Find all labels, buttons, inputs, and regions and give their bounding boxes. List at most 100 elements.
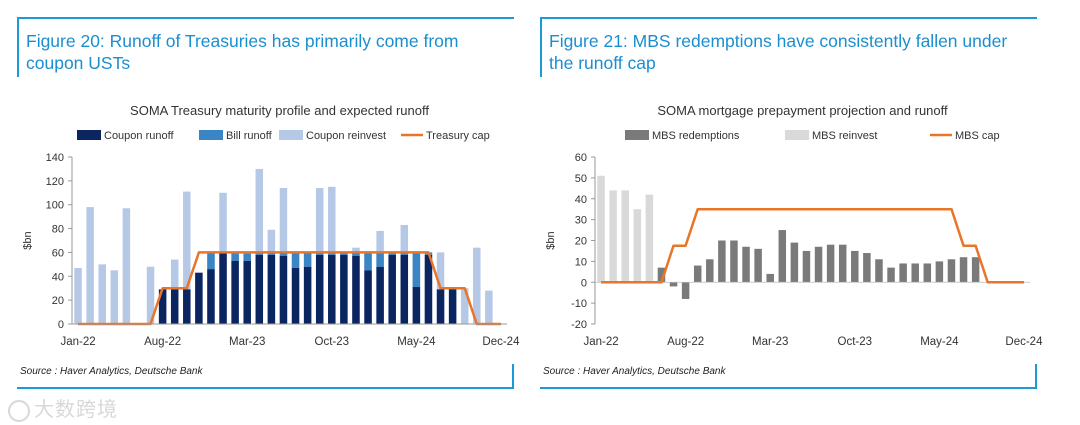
y-tick-label: 50 xyxy=(575,173,587,185)
x-tick-label: May-24 xyxy=(920,336,959,348)
mbs-reinvest-bar xyxy=(597,175,605,283)
x-tick-label: Dec-24 xyxy=(1005,336,1043,348)
figure-title: Figure 21: MBS redemptions have consiste… xyxy=(549,31,1008,73)
source-note: Source : Haver Analytics, Deutsche Bank xyxy=(543,366,726,377)
mbs-redemption-bar xyxy=(778,230,787,283)
y-tick-label: 0 xyxy=(58,319,64,331)
panel-top-rule xyxy=(540,17,1037,19)
chart-title: SOMA mortgage prepayment projection and … xyxy=(657,103,948,118)
mbs-redemption-bar xyxy=(730,240,738,283)
coupon-reinvest-bar xyxy=(146,266,155,324)
mbs-redemption-bar xyxy=(790,242,799,283)
coupon-reinvest-bar xyxy=(122,208,131,324)
mbs-reinvest-bar xyxy=(621,190,629,283)
mbs-redemption-bar xyxy=(935,261,944,283)
bill-runoff-bar xyxy=(412,252,421,288)
mbs-redemption-bar xyxy=(766,273,774,283)
x-tick-label: Jan-22 xyxy=(583,336,618,348)
mbs-redemption-bar xyxy=(838,244,847,283)
coupon-reinvest-bar xyxy=(183,191,191,324)
coupon-runoff-bar xyxy=(436,289,445,324)
coupon-reinvest-bar xyxy=(485,290,493,324)
source-note: Source : Haver Analytics, Deutsche Bank xyxy=(20,366,203,377)
watermark-text: 大数跨境 xyxy=(34,397,118,421)
coupon-runoff-bar xyxy=(279,256,288,324)
coupon-runoff-bar xyxy=(424,254,433,324)
y-tick-label: 10 xyxy=(575,256,587,268)
x-tick-label: Dec-24 xyxy=(482,336,520,348)
coupon-runoff-bar xyxy=(183,289,191,324)
coupon-reinvest-bar xyxy=(98,264,106,324)
coupon-runoff-bar xyxy=(243,260,251,324)
mbs-redemption-bar xyxy=(669,282,678,287)
cap-line xyxy=(601,207,1024,284)
mbs-redemption-bar xyxy=(706,259,714,283)
y-tick-label: -20 xyxy=(571,319,587,331)
y-tick-label: 0 xyxy=(581,277,587,289)
chart-title: SOMA Treasury maturity profile and expec… xyxy=(130,103,429,118)
y-tick-label: 20 xyxy=(575,236,587,248)
legend-label-1: Coupon runoff xyxy=(104,130,174,142)
x-tick-label: Oct-23 xyxy=(315,336,350,348)
panel-top-rule xyxy=(17,17,514,19)
y-tick-label: 120 xyxy=(46,176,64,188)
y-tick-label: 80 xyxy=(52,224,64,236)
bill-runoff-bar xyxy=(207,252,215,270)
coupon-runoff-bar xyxy=(158,289,167,324)
bill-runoff-bar xyxy=(243,253,251,261)
figure-20-panel: Figure 20: Runoff of Treasuries has prim… xyxy=(17,0,520,392)
coupon-runoff-bar xyxy=(364,270,372,324)
bill-runoff-bar xyxy=(352,252,360,257)
mbs-redemption-bar xyxy=(863,253,871,283)
bill-runoff-bar xyxy=(303,252,312,267)
coupon-runoff-bar xyxy=(340,254,348,324)
panel-bottom-rule xyxy=(17,387,514,389)
bill-runoff-bar xyxy=(376,252,384,267)
x-tick-label: Mar-23 xyxy=(752,336,788,348)
watermark-icon xyxy=(8,399,30,422)
mbs-redemption-bar xyxy=(814,246,823,283)
y-tick-label: 60 xyxy=(52,247,64,259)
legend-swatch-2 xyxy=(199,130,223,140)
legend-swatch-1 xyxy=(77,130,101,140)
mbs-reinvest-bar xyxy=(633,209,642,283)
coupon-runoff-bar xyxy=(291,267,300,324)
x-tick-label: Oct-23 xyxy=(838,336,873,348)
x-tick-label: May-24 xyxy=(397,336,436,348)
mbs-redemption-bar xyxy=(959,257,968,283)
mbs-redemption-bar xyxy=(754,248,762,283)
mbs-redemption-bar xyxy=(693,265,702,283)
mbs-redemption-bar xyxy=(802,250,811,283)
mbs-reinvest-bar xyxy=(645,194,654,283)
legend-label-1: MBS redemptions xyxy=(652,130,740,142)
coupon-runoff-bar xyxy=(328,254,336,324)
coupon-runoff-bar xyxy=(315,254,324,324)
mbs-redemption-bar xyxy=(899,263,907,283)
y-tick-label: 40 xyxy=(52,271,64,283)
mbs-redemption-bar xyxy=(681,282,690,299)
mbs-runoff-chart: SOMA mortgage prepayment projection and … xyxy=(545,103,1043,348)
coupon-reinvest-bar xyxy=(86,207,94,324)
coupon-reinvest-bar xyxy=(460,288,469,324)
y-tick-label: -10 xyxy=(571,298,587,310)
coupon-runoff-bar xyxy=(170,289,179,324)
legend-label-3: Coupon reinvest xyxy=(306,130,386,142)
panel-right-rule xyxy=(1035,364,1037,389)
coupon-runoff-bar xyxy=(448,289,457,324)
mbs-redemption-bar xyxy=(923,263,932,283)
mbs-redemption-bar xyxy=(887,267,895,283)
y-tick-label: 30 xyxy=(575,215,587,227)
bill-runoff-bar xyxy=(231,252,239,261)
y-tick-label: 60 xyxy=(575,152,587,164)
legend-label-2: MBS reinvest xyxy=(812,130,877,142)
mbs-redemption-bar xyxy=(971,257,980,283)
mbs-redemption-bar xyxy=(875,259,883,283)
coupon-runoff-bar xyxy=(388,254,396,324)
mbs-redemption-bar xyxy=(911,263,919,283)
y-tick-label: 40 xyxy=(575,194,587,206)
bill-runoff-bar xyxy=(364,252,372,271)
y-axis-label: $bn xyxy=(545,231,557,249)
panel-left-rule xyxy=(540,17,542,77)
panel-right-rule xyxy=(512,364,514,389)
legend-swatch-3 xyxy=(279,130,303,140)
